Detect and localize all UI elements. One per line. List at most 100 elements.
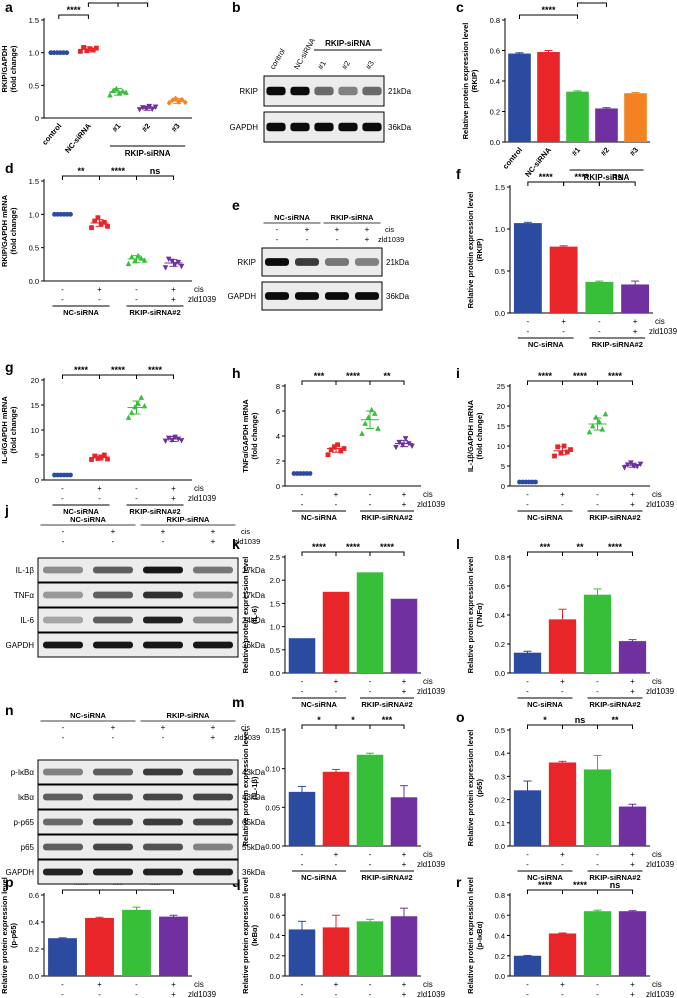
blot-band [143,641,183,649]
data-point [328,447,334,453]
blot-band [143,566,183,574]
data-point [84,48,90,54]
y-tick-label: 10 [497,442,505,451]
treatment-label: RKIP-siRNA#2 [589,700,640,709]
blot-band [93,768,133,776]
data-point [128,254,135,260]
significance-label: *** [113,880,124,890]
data-point [325,452,331,458]
cis-sign: + [171,980,176,989]
zld-sign: + [402,500,407,509]
cis-sign: - [598,317,601,326]
blot-band [193,793,233,801]
data-point [637,461,644,467]
blot-band [43,616,83,624]
blot-row-label: RKIP [239,87,258,96]
y-tick-label: 0.4 [495,932,505,941]
zld-sign: - [596,860,599,869]
treatment-label: NC-siRNA [527,873,563,882]
zld-sign: - [306,235,309,244]
y-tick-label: 5 [501,462,505,471]
data-point [81,45,86,50]
significance-bracket [117,2,149,7]
cis-sign: + [560,850,565,859]
zld-sign: - [596,500,599,509]
significance-label: ** [611,715,619,725]
zld-sign: + [402,687,407,696]
zld-sign: - [61,494,64,503]
zld-label: zld1039 [234,733,260,742]
significance-label: **** [538,371,553,381]
blot-kda-label: 21kDa [388,87,412,96]
zld-label: zld1039 [646,860,675,869]
panel-letter: e [232,197,240,213]
bar [322,591,350,673]
blot-band [193,616,233,624]
significance-label: **** [74,365,89,375]
blot-band [362,122,382,132]
group-label: RKIP-siRNA [584,173,630,182]
blot-b: b control NC-siRNA#1 #2 #3 RKIP-siRNA RKIP 21kD… [230,0,412,143]
significance-bracket [369,380,405,385]
significance-bracket [335,724,371,729]
cis-sign: + [161,723,166,732]
cis-sign: + [97,484,102,493]
cis-sign: + [334,980,339,989]
blot-group-label: NC-siRNA [70,515,106,524]
data-point [362,420,368,426]
data-point [125,414,132,420]
blot-band [93,793,133,801]
blot-strip [37,607,239,633]
y-tick-label: 0.5 [270,646,280,655]
bar [548,933,577,976]
y-tick-label: 0.4 [495,749,505,758]
bar [85,917,114,976]
significance-label: **** [573,880,588,890]
bar [621,284,650,313]
cis-label: cis [652,677,662,686]
blot-band [362,86,382,96]
treatment-label: RKIP-siRNA#2 [361,873,412,882]
cis-sign: - [276,225,279,234]
blot-row-label: p65 [21,843,35,852]
cis-label: cis [194,285,204,294]
zld-sign: - [526,990,529,998]
cis-label: cis [241,527,250,536]
blot-band [93,641,133,649]
y-axis-label: Relative protein expression level [466,557,475,674]
cis-sign: + [171,285,176,294]
panel-g: g 0 5 10 15 20 IL-6/GAPDH mRNA (fold change) ***… [0,359,217,516]
significance-bracket [527,889,563,894]
data-point [176,98,182,105]
zld-sign: - [369,687,372,696]
data-point [599,426,606,432]
zld-sign: - [112,537,115,546]
bar [624,93,647,142]
cis-label: cis [652,850,662,859]
x-category-label: #2 [140,122,152,134]
panel-letter: n [5,702,14,718]
lane-label: control [268,47,287,71]
cis-sign: - [596,850,599,859]
cis-sign: - [526,677,529,686]
bar [288,791,316,846]
cis-label: cis [423,490,433,499]
cis-sign: - [135,484,138,493]
y-tick-label: 0.0 [495,309,505,318]
zld-sign: - [562,327,565,336]
blot-band [193,566,233,574]
blot-row-label: p-IκBα [11,768,35,777]
blot-band [355,292,379,300]
blot-row-label: GAPDH [228,292,257,301]
panel-m: m 0.00 0.05 0.10 0.15 Relative protein expres… [232,694,446,882]
zld-sign: - [561,990,564,998]
y-tick-label: 2.0 [270,576,280,585]
bar [288,638,316,673]
blot-band [93,616,133,624]
zld-sign: + [171,494,176,503]
y-tick-label: 10 [31,426,39,435]
zld-sign: - [301,687,304,696]
data-point [101,219,107,225]
data-point [402,436,409,442]
y-axis-label: IL-6/GAPDH mRNA [0,396,9,464]
